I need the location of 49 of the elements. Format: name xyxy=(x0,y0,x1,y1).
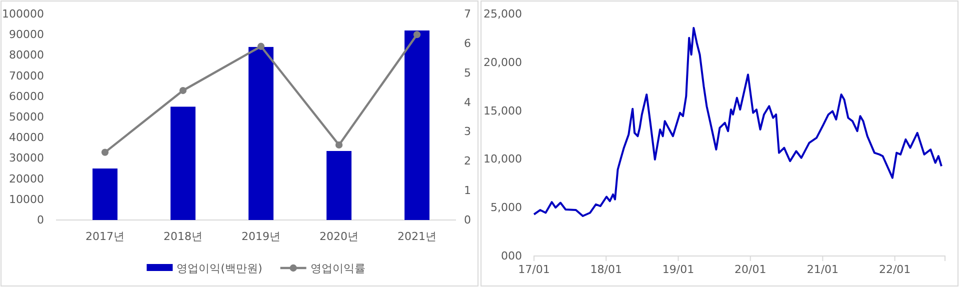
y-tick-label: 80000 xyxy=(9,48,44,62)
y-tick-label: 30000 xyxy=(9,152,44,165)
bar xyxy=(326,150,352,220)
y-tick-label: 60000 xyxy=(9,90,44,103)
y-tick-label: 15,000 xyxy=(484,104,522,118)
y-tick-label: 70000 xyxy=(9,69,44,82)
legend-label: 영업이익률 xyxy=(310,262,366,275)
x-tick-label: 2021년 xyxy=(398,230,436,243)
y-tick-label: 10,000 xyxy=(484,152,522,166)
y-tick-label: 000 xyxy=(501,250,522,263)
y2-tick-label: 5 xyxy=(464,66,471,80)
y-tick-label: 0 xyxy=(37,214,44,227)
x-tick-label: 20/01 xyxy=(734,262,766,276)
x-tick-label: 21/01 xyxy=(806,262,839,276)
y-tick-label: 90000 xyxy=(9,28,44,42)
point xyxy=(335,141,343,149)
y-tick-label: 50000 xyxy=(9,110,44,124)
y2-tick-label: 4 xyxy=(464,96,471,109)
point xyxy=(413,31,421,38)
y2-tick-label: 7 xyxy=(464,8,471,21)
point xyxy=(101,148,109,156)
y2-tick-label: 1 xyxy=(464,184,471,198)
y2-tick-label: 0 xyxy=(464,214,471,227)
y-tick-label: 25,000 xyxy=(484,8,522,21)
y-tick-label: 100000 xyxy=(2,8,44,21)
point xyxy=(257,42,265,50)
x-tick-label: 2018년 xyxy=(164,230,202,243)
x-tick-label: 2017년 xyxy=(86,230,124,243)
y2-tick-label: 3 xyxy=(464,125,471,138)
bar xyxy=(92,168,118,220)
x-tick-label: 22/01 xyxy=(878,262,911,276)
legend-label: 영업이익(백만원) xyxy=(176,262,262,275)
y-tick-label: 20000 xyxy=(9,172,44,186)
x-tick-label: 18/01 xyxy=(590,262,622,276)
line-series xyxy=(533,26,942,218)
x-tick-label: 19/01 xyxy=(662,262,694,276)
y-tick-label: 5,000 xyxy=(490,201,522,214)
x-tick-label: 17/01 xyxy=(518,262,550,276)
bar xyxy=(170,106,196,220)
bar xyxy=(248,46,274,220)
y2-tick-label: 2 xyxy=(464,154,471,168)
point xyxy=(179,86,187,94)
y-tick-label: 10000 xyxy=(9,192,44,206)
x-tick-label: 2020년 xyxy=(320,230,358,243)
bar xyxy=(404,30,430,220)
y-tick-label: 20,000 xyxy=(484,56,522,69)
x-tick-label: 2019년 xyxy=(242,230,280,243)
y2-tick-label: 6 xyxy=(464,36,471,50)
y-tick-label: 40000 xyxy=(9,131,44,144)
